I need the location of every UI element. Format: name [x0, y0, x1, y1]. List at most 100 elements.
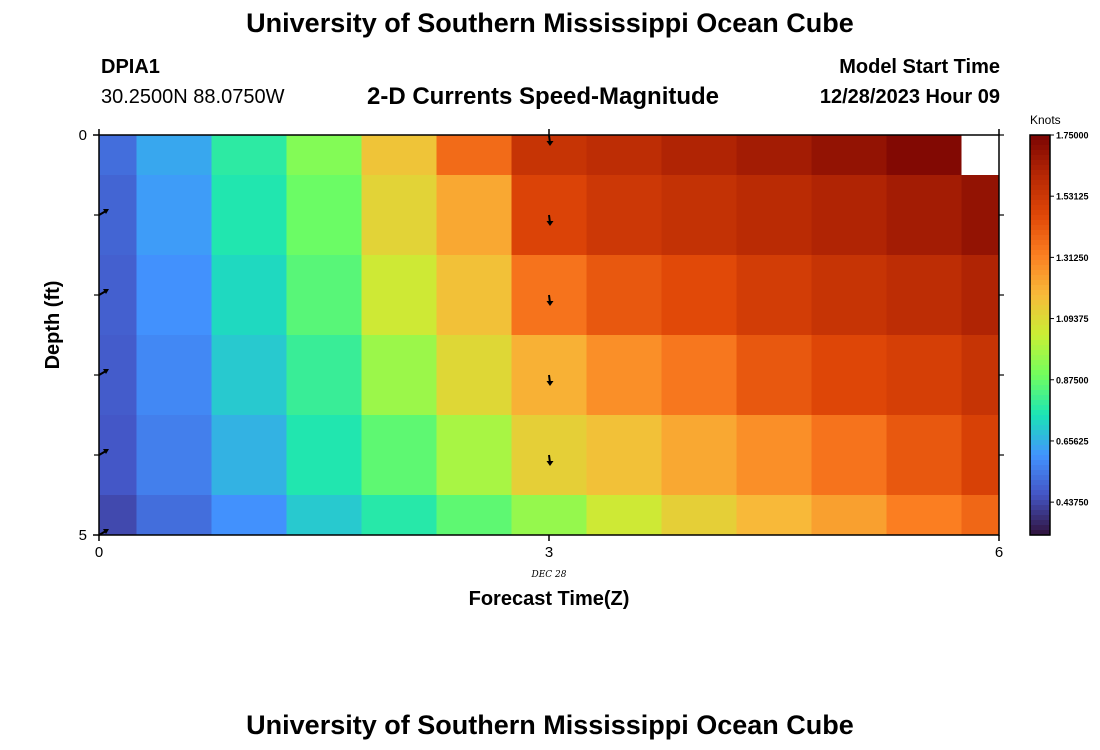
- heatmap-cell: [436, 135, 512, 176]
- colorbar-segment: [1030, 450, 1050, 456]
- heatmap-cell: [286, 175, 362, 256]
- colorbar-segment: [1030, 510, 1050, 516]
- heatmap-cell: [961, 495, 1000, 536]
- chart-subtitle: 2-D Currents Speed-Magnitude: [367, 83, 720, 110]
- heatmap-cell: [661, 335, 737, 416]
- colorbar: 1.75000 1.53125 1.31250 1.09375 0.87500 0.656…: [1029, 131, 1089, 536]
- colorbar-segment: [1030, 240, 1050, 246]
- heatmap-cell: [286, 335, 362, 416]
- colorbar-segment: [1030, 325, 1050, 331]
- model-start-label: Model Start Time: [839, 56, 1000, 78]
- colorbar-segment: [1030, 515, 1050, 521]
- axes: 0 3 605: [79, 127, 1004, 561]
- heatmap-cell: [736, 495, 812, 536]
- colorbar-segment: [1030, 385, 1050, 391]
- colorbar-tick-label: 1.09375: [1056, 314, 1089, 324]
- colorbar-segment: [1030, 470, 1050, 476]
- colorbar-segment: [1030, 390, 1050, 396]
- colorbar-segment: [1030, 140, 1050, 146]
- colorbar-segment: [1030, 445, 1050, 451]
- colorbar-segment: [1030, 500, 1050, 506]
- colorbar-segment: [1030, 495, 1050, 501]
- colorbar-segment: [1030, 205, 1050, 211]
- x-tick-label: 0: [95, 544, 103, 561]
- colorbar-segment: [1030, 255, 1050, 261]
- heatmap-cell: [811, 135, 887, 176]
- colorbar-tick-label: 1.75000: [1056, 131, 1089, 141]
- station-coordinates: 30.2500N 88.0750W: [101, 86, 285, 108]
- colorbar-unit-label: Knots: [1030, 113, 1061, 127]
- heatmap-cell: [211, 335, 287, 416]
- colorbar-segment: [1030, 250, 1050, 256]
- colorbar-segment: [1030, 295, 1050, 301]
- colorbar-segment: [1030, 410, 1050, 416]
- heatmap-cell: [661, 135, 737, 176]
- heatmap-cell: [811, 255, 887, 336]
- station-id: DPIA1: [101, 56, 160, 78]
- colorbar-segment: [1030, 505, 1050, 511]
- heatmap-cell: [99, 255, 137, 336]
- colorbar-segment: [1030, 265, 1050, 271]
- heatmap-cell: [736, 175, 812, 256]
- heatmap-cell: [211, 175, 287, 256]
- colorbar-segment: [1030, 420, 1050, 426]
- heatmap-cell: [99, 135, 137, 176]
- current-arrow-head: [546, 461, 554, 466]
- colorbar-segment: [1030, 180, 1050, 186]
- colorbar-segment: [1030, 320, 1050, 326]
- heatmap-cell: [511, 495, 587, 536]
- colorbar-segment: [1030, 345, 1050, 351]
- colorbar-tick-label: 0.87500: [1056, 375, 1089, 385]
- heatmap-cell: [99, 415, 137, 496]
- heatmap-cell: [811, 415, 887, 496]
- colorbar-segment: [1030, 400, 1050, 406]
- heatmap-cell: [736, 415, 812, 496]
- colorbar-segment: [1030, 475, 1050, 481]
- heatmap-cell: [361, 175, 437, 256]
- heatmap-cell: [961, 415, 1000, 496]
- heatmap-cell: [136, 255, 212, 336]
- y-tick-label: 0: [79, 127, 87, 144]
- heatmap-cell: [436, 335, 512, 416]
- colorbar-segment: [1030, 530, 1050, 536]
- colorbar-segment: [1030, 370, 1050, 376]
- current-arrow-head: [103, 209, 109, 214]
- colorbar-segment: [1030, 195, 1050, 201]
- heatmap-cell: [886, 335, 962, 416]
- colorbar-segment: [1030, 415, 1050, 421]
- colorbar-segment: [1030, 210, 1050, 216]
- current-arrow-head: [103, 289, 109, 294]
- colorbar-tick-label: 0.43750: [1056, 498, 1089, 508]
- heatmap-cell: [361, 415, 437, 496]
- colorbar-segment: [1030, 305, 1050, 311]
- heatmap-cell: [886, 255, 962, 336]
- colorbar-segment: [1030, 165, 1050, 171]
- heatmap-cell: [886, 175, 962, 256]
- colorbar-segment: [1030, 160, 1050, 166]
- colorbar-segment: [1030, 485, 1050, 491]
- colorbar-segment: [1030, 270, 1050, 276]
- model-start-value: 12/28/2023 Hour 09: [819, 86, 1000, 108]
- heatmap-cell: [99, 175, 137, 256]
- colorbar-segment: [1030, 150, 1050, 156]
- y-tick-label: 5: [79, 527, 87, 544]
- colorbar-segment: [1030, 425, 1050, 431]
- heatmap-cell: [961, 135, 1000, 176]
- current-arrow-head: [103, 449, 109, 454]
- colorbar-segment: [1030, 145, 1050, 151]
- colorbar-segment: [1030, 235, 1050, 241]
- colorbar-segment: [1030, 365, 1050, 371]
- current-arrow-head: [103, 369, 109, 374]
- colorbar-segment: [1030, 290, 1050, 296]
- colorbar-segment: [1030, 380, 1050, 386]
- colorbar-segment: [1030, 330, 1050, 336]
- colorbar-segment: [1030, 440, 1050, 446]
- heatmap-cell: [211, 135, 287, 176]
- heatmap-cell: [736, 255, 812, 336]
- colorbar-segment: [1030, 405, 1050, 411]
- heatmap-cell: [586, 495, 662, 536]
- colorbar-segment: [1030, 310, 1050, 316]
- colorbar-segment: [1030, 275, 1050, 281]
- colorbar-segment: [1030, 355, 1050, 361]
- heatmap-cell: [811, 175, 887, 256]
